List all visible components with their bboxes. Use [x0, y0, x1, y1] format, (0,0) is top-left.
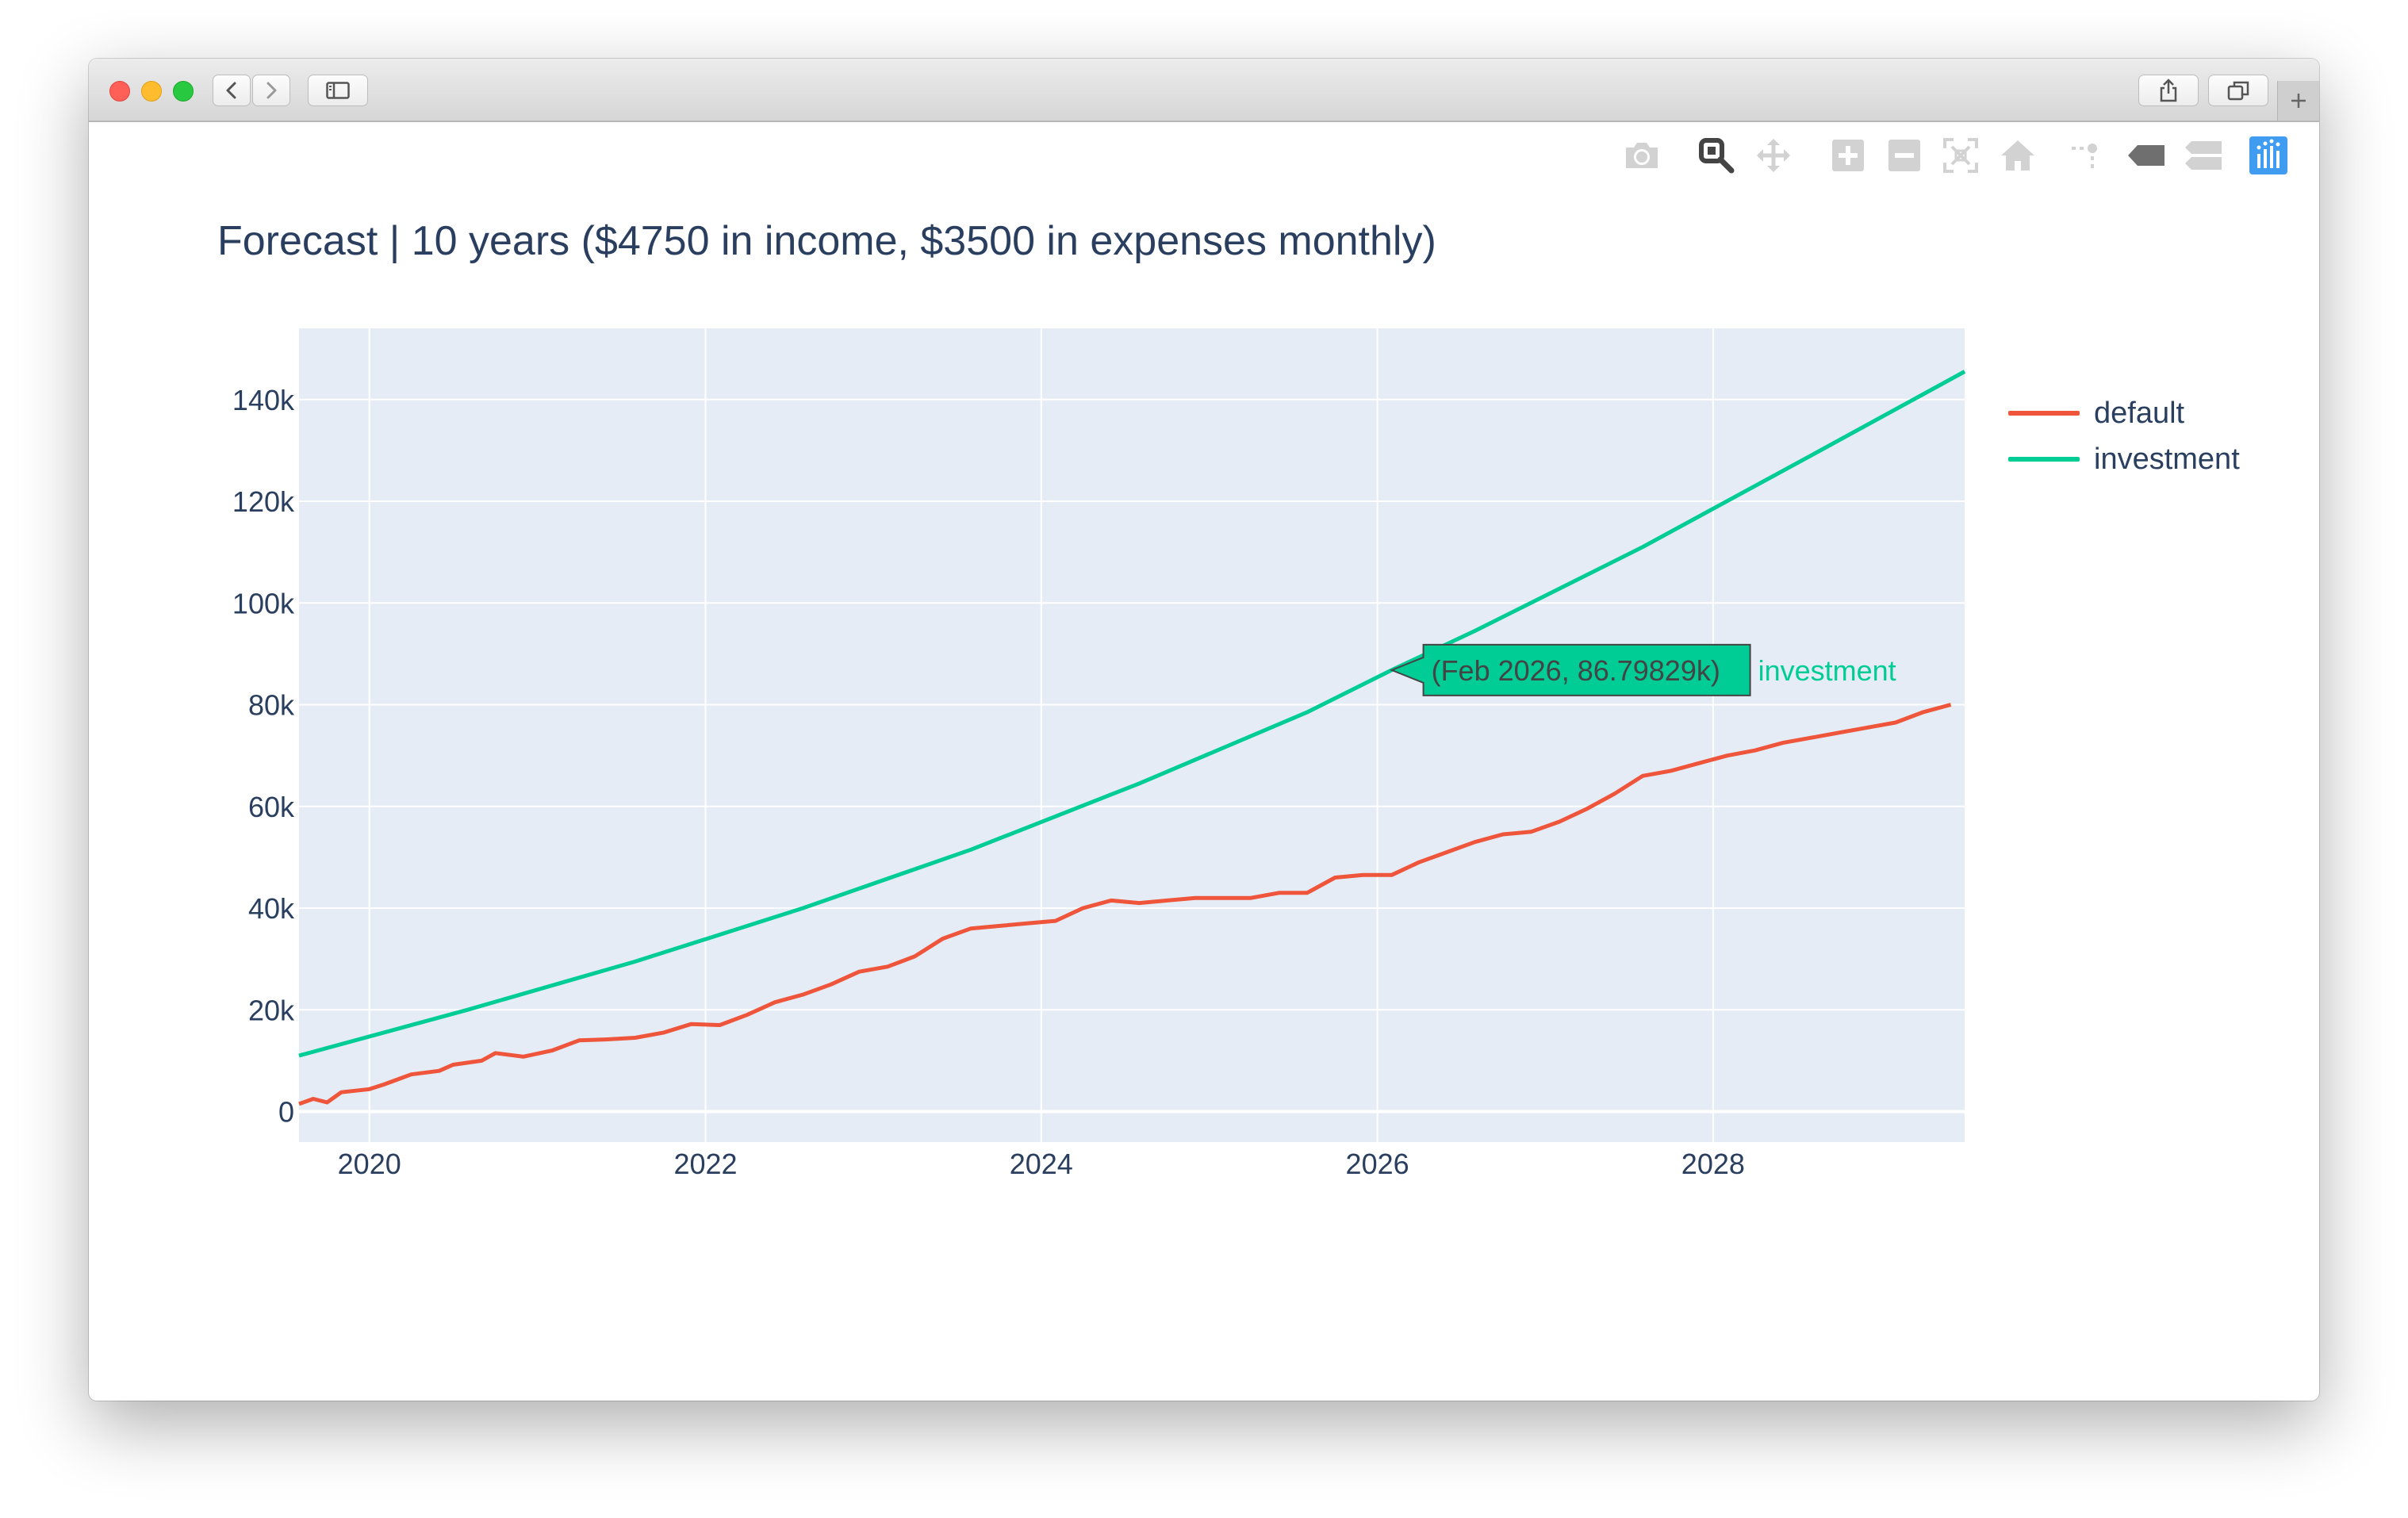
chart-title: Forecast | 10 years ($4750 in income, $3…	[217, 218, 1436, 264]
y-tick-label: 140k	[232, 384, 295, 416]
tabs-icon	[2227, 81, 2249, 101]
series-line-default	[298, 703, 1952, 1106]
zoom-out-button[interactable]	[1881, 127, 1927, 184]
legend-label-investment: investment	[2094, 442, 2240, 476]
zoom-window-button[interactable]	[173, 81, 194, 102]
x-tick-label: 2022	[673, 1148, 737, 1180]
series-lines	[298, 370, 1966, 1106]
y-tick-label: 80k	[248, 689, 295, 722]
plotly-logo-icon	[2249, 136, 2287, 174]
y-tick-label: 40k	[248, 892, 295, 925]
x-tick-label: 2028	[1681, 1148, 1745, 1180]
hover-tooltip-series-name: investment	[1758, 654, 1896, 687]
tabs-button[interactable]	[2208, 75, 2268, 106]
hover-tooltip-box	[1389, 643, 1751, 696]
hover-tooltip: (Feb 2026, 86.79829k) investment	[1389, 643, 1896, 696]
series-line-investment	[298, 370, 1966, 1058]
legend-item-default[interactable]: default	[2008, 390, 2240, 436]
x-tick-label: 2020	[338, 1148, 401, 1180]
legend-item-investment[interactable]: investment	[2008, 436, 2240, 482]
plus-icon	[2291, 94, 2306, 108]
hover-closest-button[interactable]	[2123, 127, 2169, 184]
back-button[interactable]	[213, 75, 251, 106]
spike-lines-button[interactable]	[2064, 127, 2110, 184]
y-tick-label: 100k	[232, 587, 295, 619]
legend-swatch-default	[2008, 411, 2080, 416]
legend: default investment	[2008, 390, 2240, 482]
title-bar	[89, 59, 2319, 122]
legend-label-default: default	[2094, 396, 2185, 430]
y-tick-label: 20k	[248, 994, 295, 1026]
hover-compare-icon	[2185, 141, 2222, 170]
sidebar-toggle-button[interactable]	[308, 75, 368, 106]
chevron-left-icon	[226, 82, 236, 99]
browser-window: Forecast | 10 years ($4750 in income, $3…	[89, 59, 2319, 1401]
zoom-in-icon	[1832, 140, 1864, 171]
forward-button[interactable]	[252, 75, 290, 106]
autoscale-button[interactable]	[1938, 127, 1984, 184]
reset-axes-icon	[2001, 140, 2034, 171]
x-tick-label: 2024	[1010, 1148, 1073, 1180]
x-tick-label: 2026	[1346, 1148, 1409, 1180]
zoom-in-button[interactable]	[1825, 127, 1871, 184]
close-window-button[interactable]	[109, 81, 130, 102]
autoscale-icon	[1943, 138, 1978, 173]
reset-axes-button[interactable]	[1995, 127, 2041, 184]
pan-icon	[1757, 139, 1790, 172]
hover-compare-button[interactable]	[2180, 127, 2226, 184]
plot-background	[299, 328, 1965, 1142]
plotly-modebar	[89, 127, 2319, 184]
new-tab-button[interactable]	[2277, 81, 2319, 121]
zoom-out-icon	[1888, 140, 1920, 171]
minimize-window-button[interactable]	[141, 81, 162, 102]
y-tick-label: 60k	[248, 791, 295, 823]
legend-swatch-investment	[2008, 457, 2080, 462]
camera-icon	[1626, 143, 1658, 168]
plot-area[interactable]: 0 20k 40k 60k 80k 100k 120k 140k 2020 2022 2024 202…	[89, 59, 2319, 1401]
plotly-logo-button[interactable]	[2245, 127, 2291, 184]
zoom-icon	[1699, 138, 1735, 174]
hover-closest-icon	[2128, 145, 2165, 166]
gridlines	[299, 328, 1965, 1142]
hover-tooltip-value: (Feb 2026, 86.79829k)	[1432, 654, 1720, 687]
y-tick-label: 0	[278, 1096, 294, 1129]
share-icon	[2160, 79, 2177, 102]
spike-lines-icon	[2072, 144, 2097, 168]
download-png-button[interactable]	[1619, 127, 1665, 184]
sidebar-icon	[326, 82, 350, 99]
share-button[interactable]	[2138, 75, 2199, 106]
chevron-right-icon	[266, 82, 277, 99]
pan-button[interactable]	[1750, 127, 1796, 184]
zoom-button[interactable]	[1693, 127, 1739, 184]
y-tick-label: 120k	[232, 485, 295, 518]
